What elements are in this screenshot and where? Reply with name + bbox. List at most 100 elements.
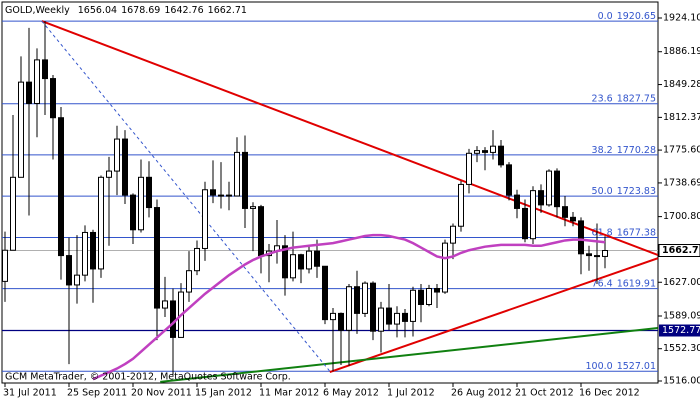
candle-body: [578, 220, 584, 255]
candle-body: [490, 145, 496, 153]
candle-body: [138, 176, 144, 231]
x-tick-label: 25 Sep 2011: [67, 388, 127, 399]
candle-body: [218, 194, 224, 197]
candle-body: [306, 250, 312, 270]
candle-body: [290, 254, 296, 279]
fib-price: 1677.38: [617, 227, 656, 238]
fib-label: 61.8 1677.38: [592, 227, 656, 238]
candle-body: [594, 255, 600, 258]
candle-body: [514, 194, 520, 209]
candle-body: [90, 231, 96, 270]
ohlc-low: 1642.76: [164, 5, 203, 16]
candle-body: [258, 206, 264, 257]
candle-body: [210, 189, 216, 196]
candle-body: [26, 81, 32, 104]
fib-price: 1827.75: [617, 93, 656, 104]
candle-body: [442, 242, 448, 293]
x-tick-label: 21 Oct 2012: [515, 388, 574, 399]
candle-body: [66, 255, 72, 286]
candle-body: [458, 183, 464, 227]
fib-price: 1527.01: [617, 361, 656, 372]
candle-body: [18, 81, 24, 178]
price-box: [659, 324, 700, 337]
candle-body: [34, 59, 40, 104]
x-tick-label: 26 Aug 2012: [451, 388, 512, 399]
candle-body: [402, 312, 408, 322]
candle-body: [122, 138, 128, 196]
candle-body: [314, 250, 320, 267]
candle-body: [386, 307, 392, 325]
candle-body: [50, 78, 56, 119]
fib-level: 100.0: [586, 361, 613, 372]
candle-body: [170, 300, 176, 338]
fib-level: 50.0: [592, 186, 613, 197]
candle-body: [194, 247, 200, 272]
candle-body: [474, 150, 480, 154]
candle-body: [74, 274, 80, 286]
candle-body: [482, 150, 488, 153]
y-tick-label: 1812.37: [663, 112, 700, 123]
fib-label: 100.0 1527.01: [586, 361, 657, 372]
y-tick-label: 1775.60: [663, 145, 700, 156]
candle-body: [370, 282, 376, 332]
candle-body: [378, 307, 384, 332]
footer: GCM MetaTrader, © 2001-2012, MetaQuotes …: [5, 372, 291, 383]
trendline: [329, 257, 658, 374]
y-tick-label: 1627.00: [663, 277, 700, 288]
y-tick-label: 1886.19: [663, 46, 700, 57]
fib-label: 0.0 1920.65: [598, 11, 656, 22]
candle-body: [330, 312, 336, 321]
candle-body: [554, 170, 560, 208]
candle-body: [354, 286, 360, 314]
x-tick-label: 15 Jan 2012: [195, 388, 252, 399]
moving-average: [92, 233, 606, 381]
symbol: GOLD,Weekly: [5, 5, 70, 16]
candle-body: [226, 194, 232, 197]
fib-price: 1723.83: [617, 186, 656, 197]
candle-body: [42, 59, 48, 80]
ohlc-high: 1678.69: [121, 5, 160, 16]
candle-body: [466, 152, 472, 185]
ohlc-close: 1662.71: [208, 5, 247, 16]
fib-label: 76.4 1619.91: [592, 278, 656, 289]
ohlc-open: 1656.04: [78, 5, 117, 16]
candle-body: [186, 270, 192, 293]
y-tick-label: 1924.10: [663, 13, 700, 24]
candle-body: [58, 117, 64, 257]
fib-level: 38.2: [592, 144, 613, 155]
candle-body: [154, 207, 160, 309]
bid-box: [658, 244, 700, 258]
candle-body: [562, 206, 568, 218]
candle-body: [538, 190, 544, 206]
candle-body: [202, 189, 208, 249]
trendline: [41, 20, 658, 256]
candle-body: [426, 287, 432, 306]
y-tick-label: 1552.30: [663, 343, 700, 354]
x-tick-label: 11 Mar 2012: [259, 388, 319, 399]
candle-body: [418, 289, 424, 306]
fib-label: 23.6 1827.75: [592, 93, 656, 104]
fib-price: 1619.91: [617, 278, 656, 289]
fib-level: 76.4: [592, 278, 613, 289]
candle-body: [282, 245, 288, 279]
fib-level: 0.0: [598, 11, 613, 22]
candle-body: [298, 254, 304, 270]
trendline: [160, 326, 658, 383]
candle-body: [570, 216, 576, 222]
fib-level: 23.6: [592, 93, 613, 104]
bid-box-label: 1662.71: [662, 245, 700, 256]
price-box-label: 1572.77: [662, 325, 700, 336]
candle-body: [250, 206, 256, 209]
plot-area: 0.0 1920.65 23.6 1827.75 38.2 1770.28 50.0 1723…: [2, 11, 658, 383]
candle-body: [586, 253, 592, 257]
candle-body: [410, 289, 416, 322]
candle-body: [114, 138, 120, 172]
fib-price: 1770.28: [617, 144, 656, 155]
candle-body: [546, 170, 552, 206]
candle-body: [106, 170, 112, 178]
y-tick-label: 1849.28: [663, 79, 700, 90]
y-tick-label: 1589.09: [663, 310, 700, 321]
x-tick-label: 1 Jul 2012: [387, 388, 435, 399]
x-tick-label: 6 May 2012: [323, 388, 379, 399]
